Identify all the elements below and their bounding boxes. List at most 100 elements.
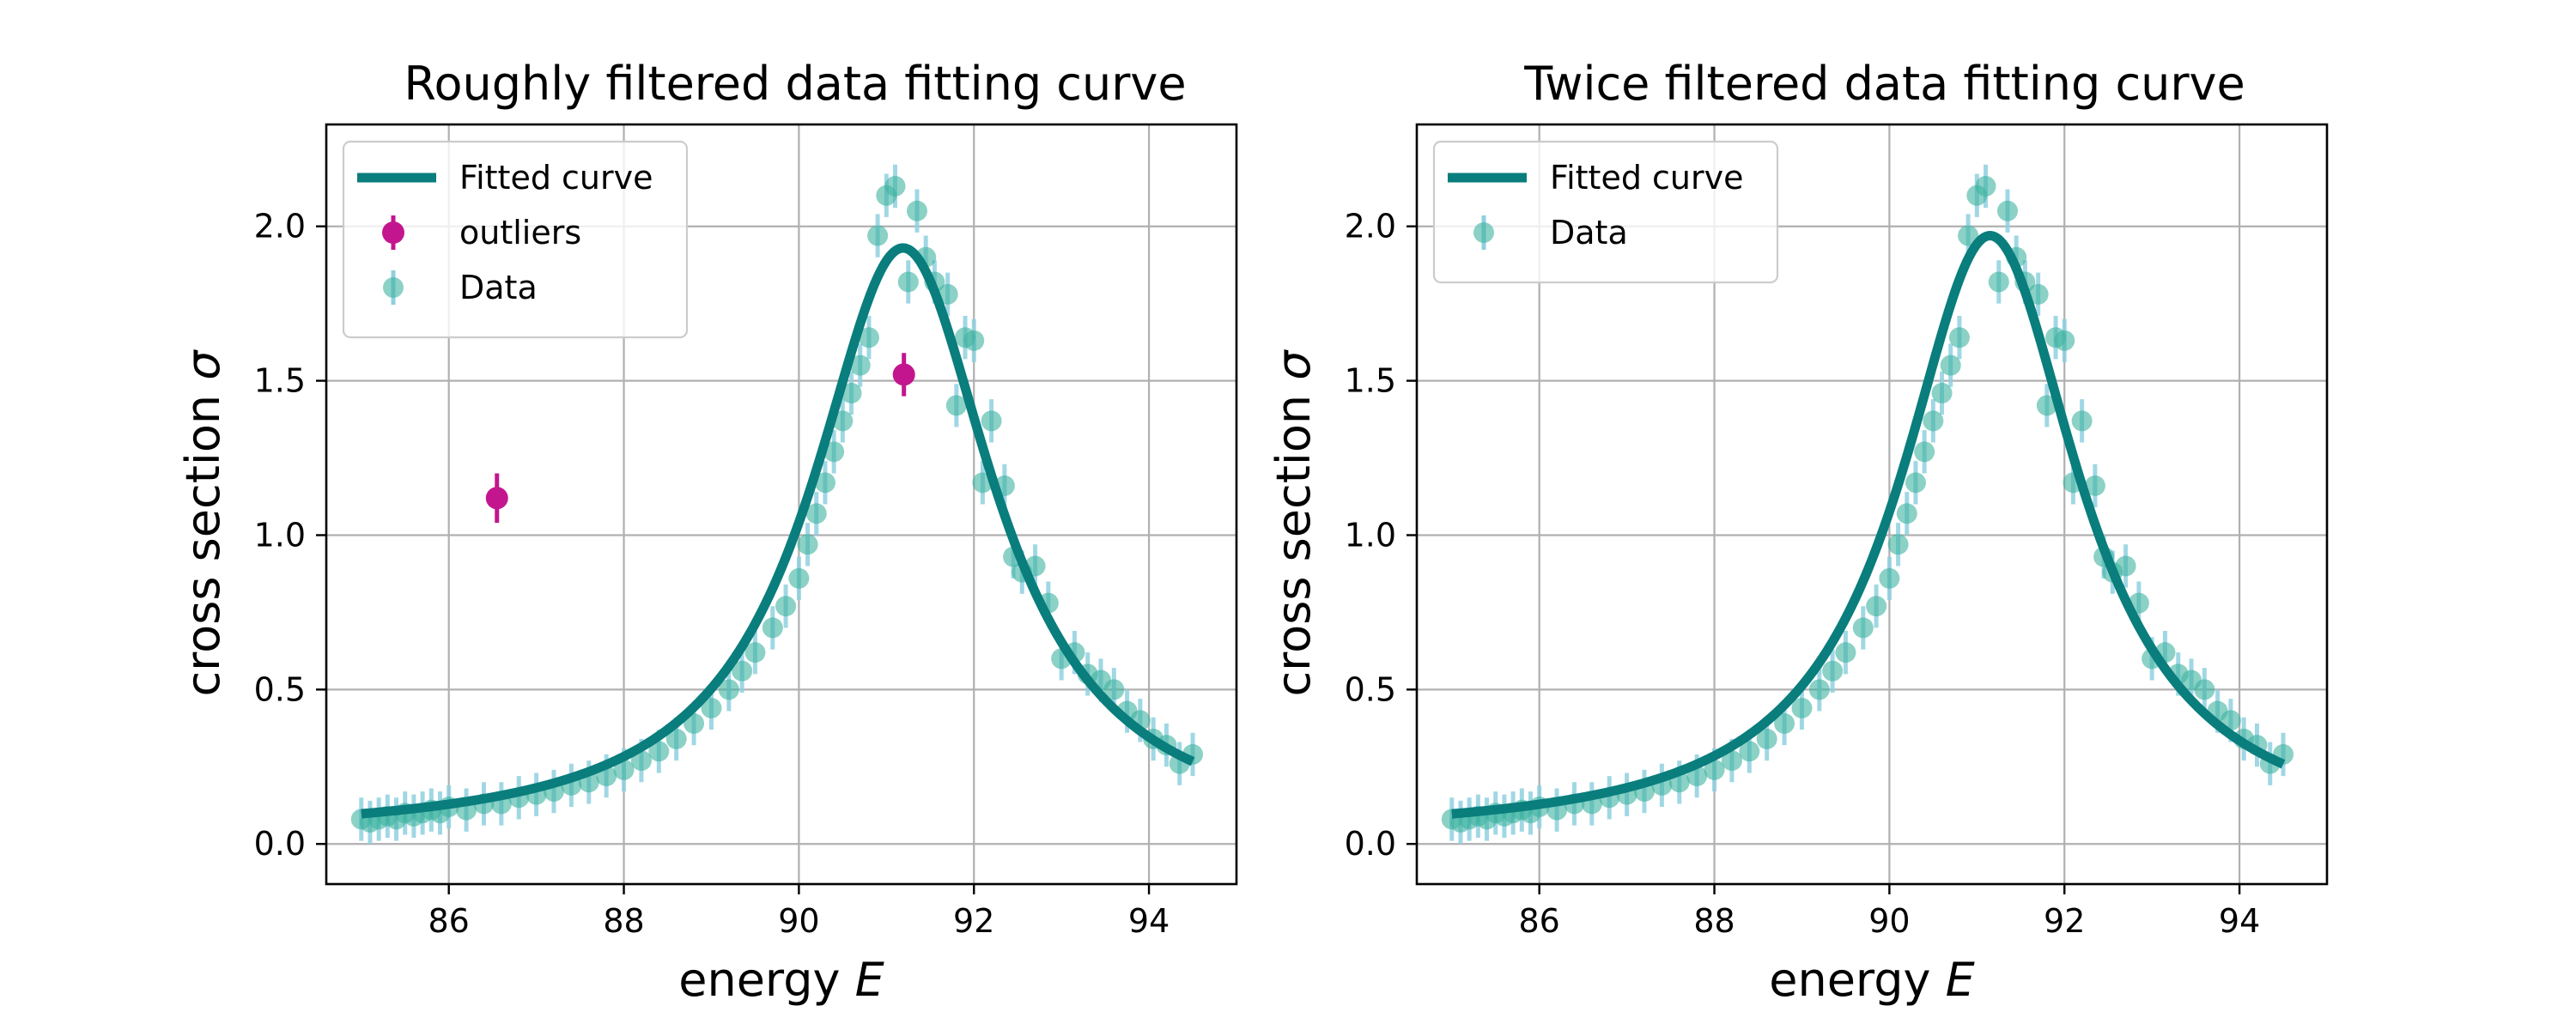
right-data-point	[1822, 660, 1844, 682]
right-data-point	[1808, 679, 1830, 700]
right-data-point	[1739, 741, 1760, 762]
left-data-point	[906, 200, 927, 221]
left-data-point	[613, 759, 635, 780]
right-data-point	[1931, 382, 1953, 403]
right-data-point	[1791, 697, 1813, 718]
left-data-point	[945, 395, 967, 416]
right-data-point	[2054, 330, 2075, 351]
left-data-point	[648, 741, 670, 762]
left-y-tick-label: 0.0	[254, 825, 306, 863]
left-legend-label: Data	[459, 269, 538, 306]
left-outlier-point	[892, 363, 915, 386]
left-legend-frame	[342, 140, 689, 339]
left-legend: Fitted curve outliers Data	[342, 140, 689, 339]
left-data-point	[718, 679, 739, 700]
left-chart-title: Roughly filtered data fitting curve	[404, 57, 1186, 111]
right-data-point	[1866, 596, 1887, 617]
right-legend: Fitted curve Data	[1432, 140, 1779, 284]
left-data-point	[665, 728, 687, 749]
right-y-tick-label: 0.0	[1345, 825, 1396, 863]
right-data-point	[2027, 283, 2049, 305]
right-data-point	[1905, 472, 1926, 494]
left-data-point	[775, 596, 797, 617]
left-x-tick-label: 94	[1128, 902, 1170, 940]
left-data-point	[858, 327, 879, 348]
left-outlier-point	[485, 487, 508, 510]
left-y-tick-label: 2.0	[254, 208, 306, 245]
left-y-tick-label: 0.5	[254, 670, 306, 708]
left-x-axis-label: energy E	[678, 953, 884, 1007]
left-data-point	[867, 225, 889, 246]
left-data-point	[701, 697, 722, 718]
left-fit-curve-line	[358, 243, 1196, 819]
left-data-point	[744, 642, 766, 663]
right-x-tick-label: 88	[1693, 902, 1735, 940]
right-data-point	[1975, 175, 1996, 197]
right-data-point	[1996, 200, 2018, 221]
left-data-point	[884, 175, 906, 197]
right-data-point	[1721, 750, 1742, 772]
right-y-tick-label: 1.0	[1345, 516, 1396, 554]
right-data-point	[2036, 395, 2057, 416]
left-outlier-points	[485, 353, 915, 524]
right-data-point	[2115, 555, 2136, 577]
right-data-point	[1958, 225, 1979, 246]
right-y-axis-label: cross section σ	[1267, 349, 1321, 697]
left-data-point	[1103, 679, 1125, 700]
left-y-tick-label: 1.0	[254, 516, 306, 554]
right-y-tick-label: 1.5	[1345, 362, 1396, 400]
left-y-axis-label: cross section σ	[176, 349, 230, 697]
left-legend-label: Fitted curve	[459, 159, 653, 197]
right-x-axis-label: energy E	[1769, 953, 1975, 1007]
left-data-point	[823, 441, 845, 463]
left-data-point	[805, 503, 827, 524]
right-data-point	[1704, 759, 1725, 780]
left-data-point	[732, 660, 753, 682]
left-x-tick-label: 86	[428, 902, 470, 940]
left-fit-curve	[358, 243, 1196, 819]
left-data-point	[683, 712, 705, 734]
left-data-point	[814, 472, 835, 494]
left-data-point	[841, 382, 862, 403]
left-data-point	[963, 330, 985, 351]
right-chart-title: Twice filtered data fitting curve	[1523, 57, 2245, 111]
left-data-point	[849, 354, 871, 376]
left-chart-panel: Roughly filtered data fitting curve 86 88…	[176, 57, 1238, 1007]
left-y-tick-label: 1.5	[254, 362, 306, 400]
right-data-point	[1835, 642, 1856, 663]
right-data-point	[2071, 410, 2093, 432]
left-legend-label: outliers	[459, 214, 581, 251]
left-legend-data-swatch	[383, 277, 404, 298]
right-data-point	[1852, 617, 1874, 639]
right-data-point	[1988, 271, 2009, 293]
right-data-point	[1940, 354, 1961, 376]
left-plot-frame	[325, 123, 1238, 886]
left-data-point	[762, 617, 783, 639]
left-grid	[326, 124, 1236, 884]
right-x-tick-label: 86	[1519, 902, 1560, 940]
right-x-tick-label: 90	[1868, 902, 1910, 940]
right-data-point	[1756, 728, 1777, 749]
left-legend-outlier-swatch	[382, 221, 404, 244]
right-legend-label: Data	[1550, 214, 1628, 251]
right-fit-curve-line	[1449, 231, 2287, 819]
right-x-tick-label: 94	[2219, 902, 2260, 940]
right-data-point	[1887, 534, 1909, 555]
right-data-point	[2194, 679, 2215, 700]
left-data-point	[788, 567, 810, 589]
right-data-point	[1948, 327, 1970, 348]
right-data-point	[1914, 441, 1935, 463]
right-legend-data-swatch	[1473, 222, 1494, 243]
left-x-tick-label: 88	[603, 902, 644, 940]
right-y-tick-label: 2.0	[1345, 208, 1396, 245]
left-data-point	[797, 534, 818, 555]
left-x-tick-label: 92	[953, 902, 994, 940]
left-data-point	[981, 410, 1002, 432]
right-data-point	[1923, 410, 1944, 432]
right-plot-frame	[1415, 123, 2329, 886]
right-chart-panel: Twice filtered data fitting curve 86 88 90…	[1267, 57, 2329, 1007]
left-data-point	[630, 750, 652, 772]
right-data-point	[1774, 712, 1795, 734]
right-fit-curve	[1449, 231, 2287, 819]
